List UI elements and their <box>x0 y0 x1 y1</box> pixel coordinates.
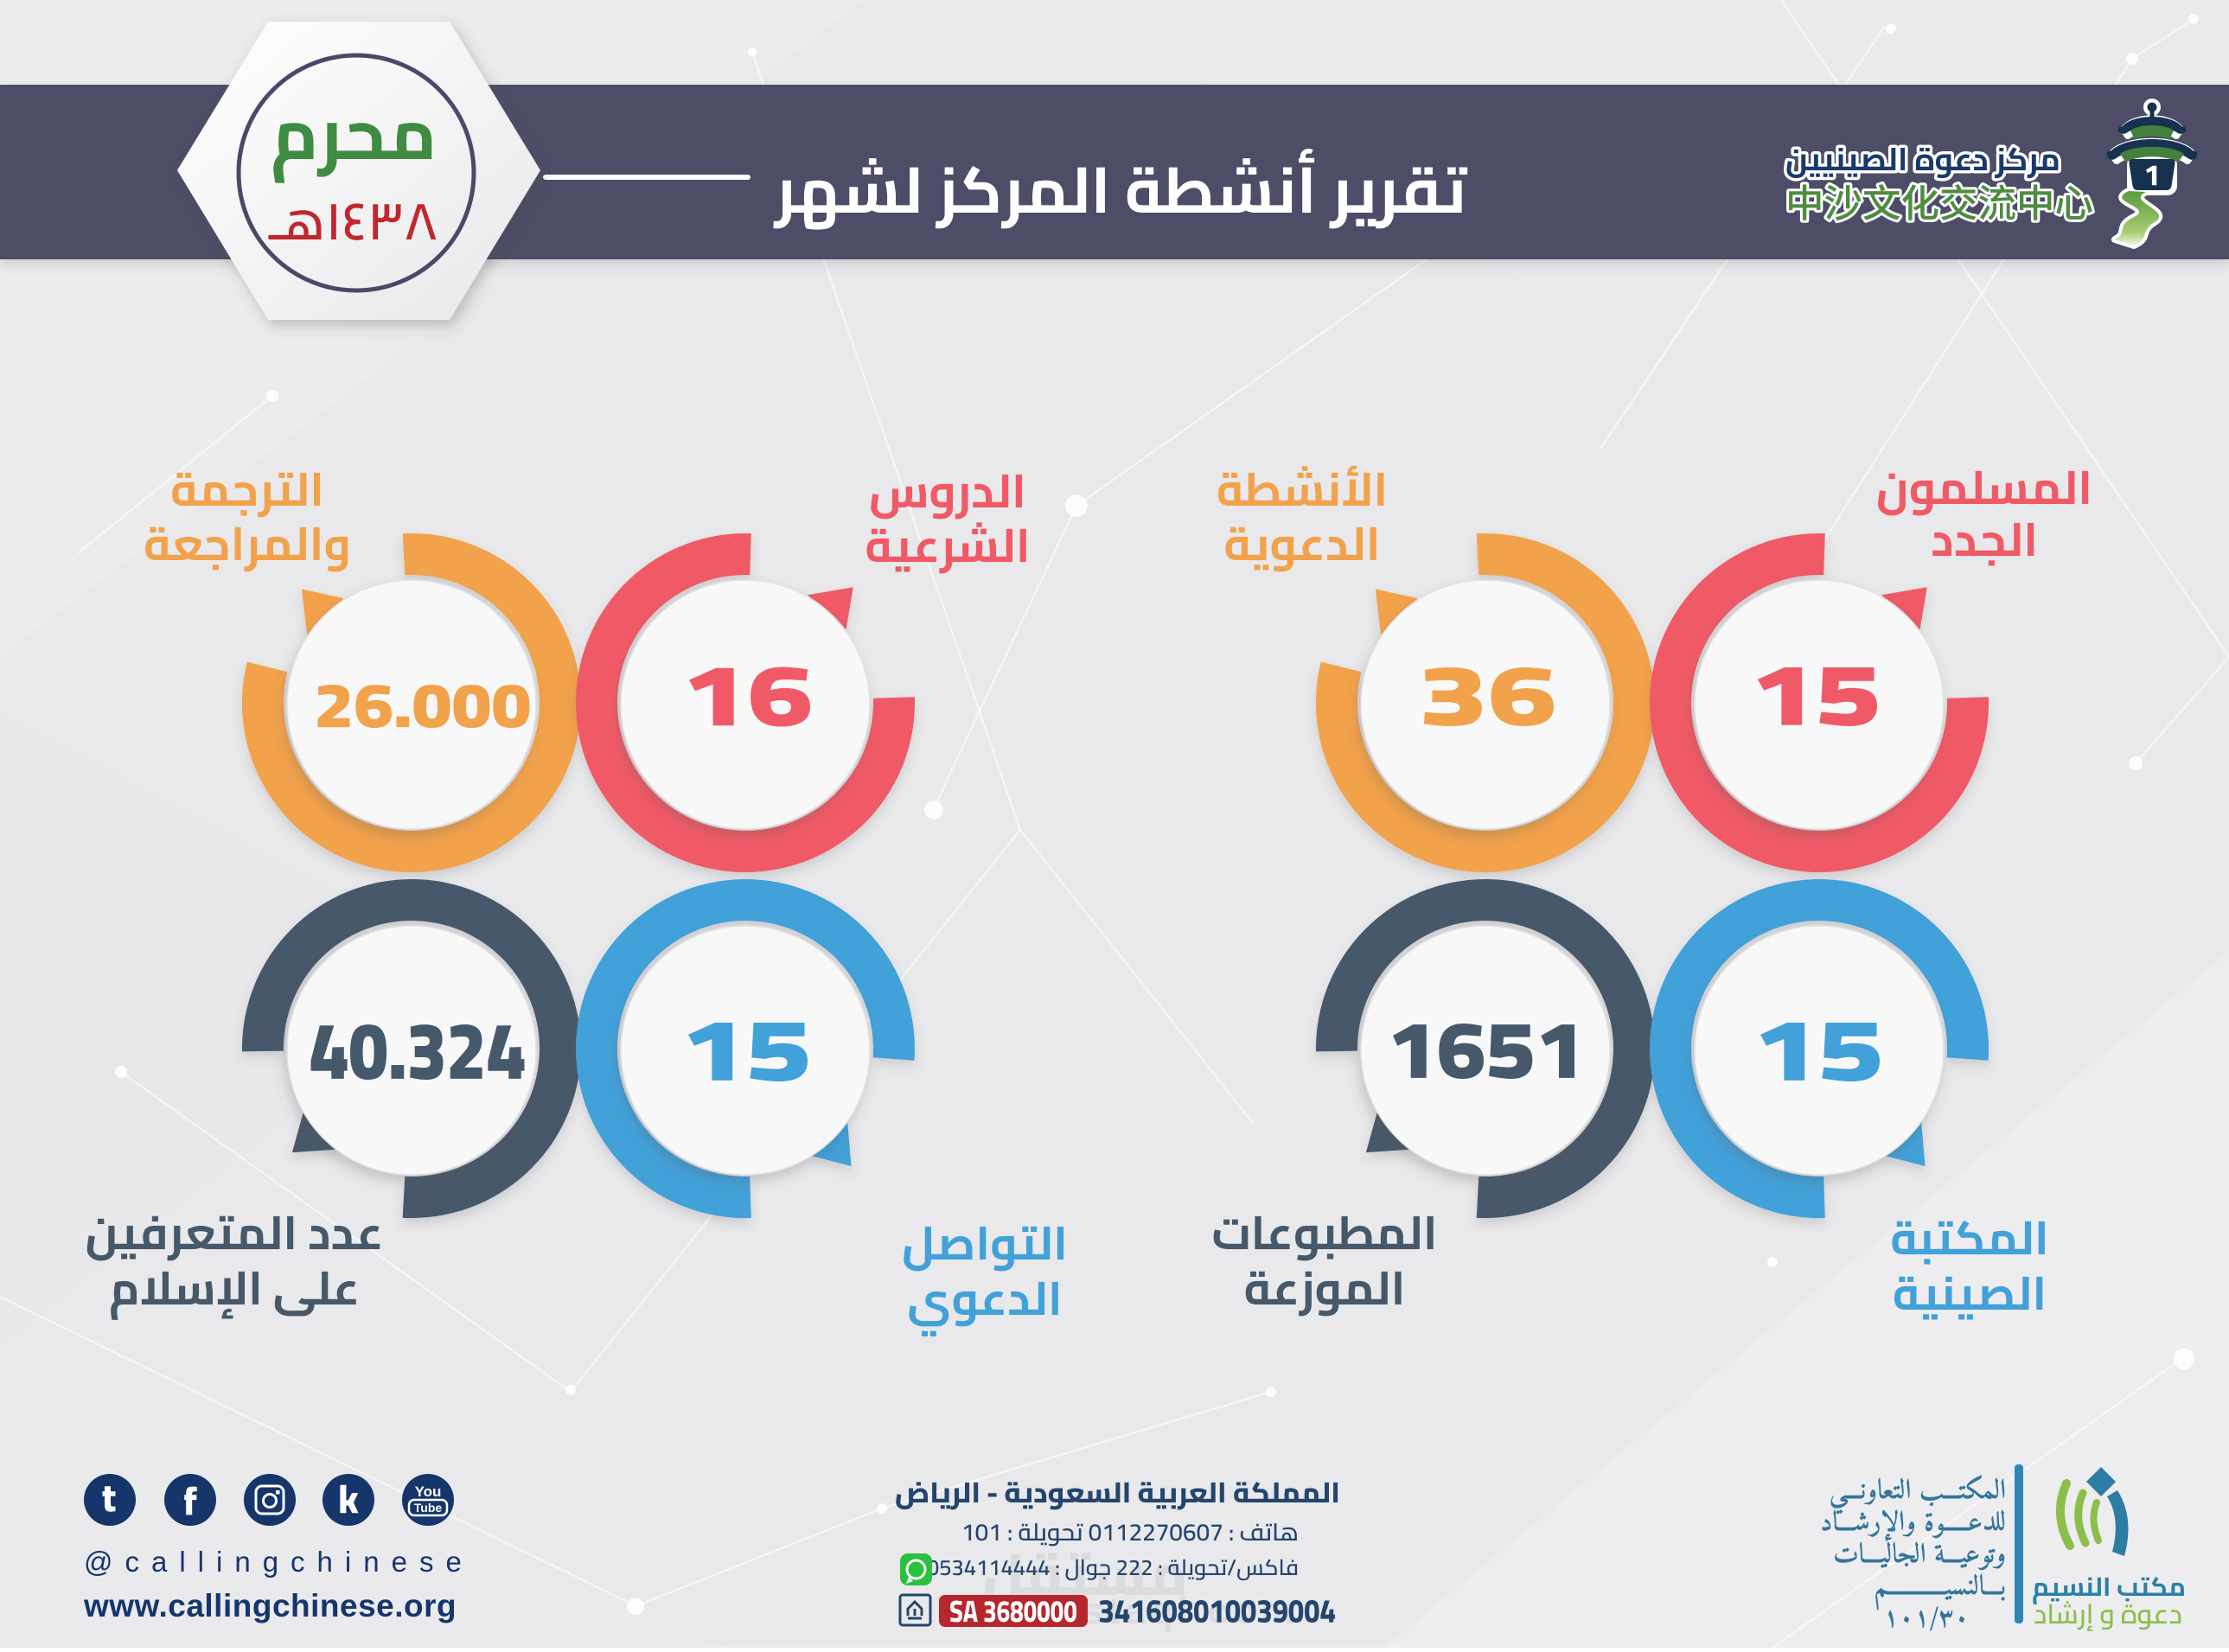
svg-text:Tube: Tube <box>414 1501 443 1515</box>
svg-text:www.callingchinese.org: www.callingchinese.org <box>83 1588 457 1623</box>
svg-text:@callingchinese: @callingchinese <box>84 1546 474 1578</box>
svg-text:You: You <box>415 1483 442 1500</box>
